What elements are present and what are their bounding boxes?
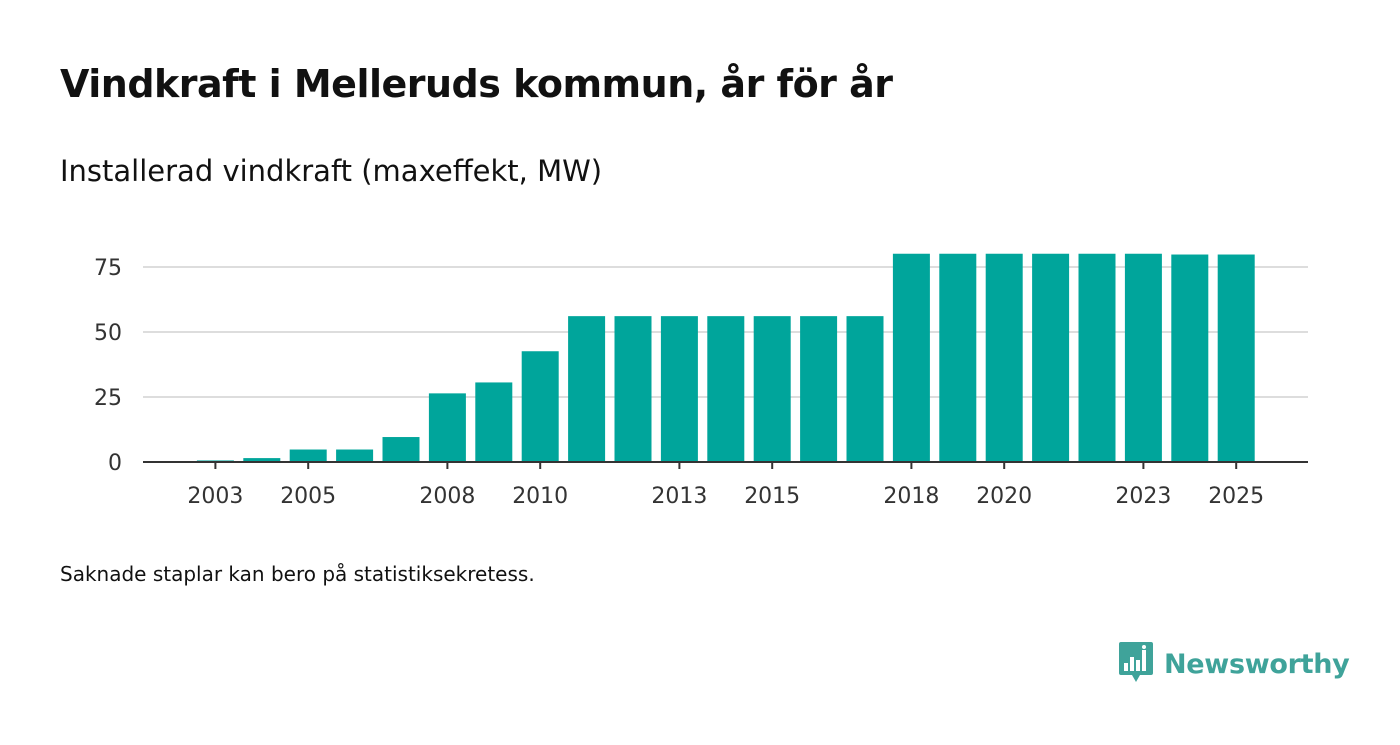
bar-2009[interactable]: [475, 382, 513, 462]
x-tick-label: 2020: [976, 484, 1032, 509]
x-tick-label: 2010: [512, 484, 568, 509]
y-tick-label: 0: [108, 451, 122, 476]
bar-2007[interactable]: [382, 437, 420, 462]
footnote: Saknade staplar kan bero på statistiksek…: [60, 562, 535, 586]
bar-2012[interactable]: [614, 316, 652, 462]
x-tick-label: 2023: [1115, 484, 1171, 509]
bar-2018[interactable]: [892, 253, 930, 462]
brand-logo[interactable]: Newsworthy: [1118, 640, 1350, 688]
x-tick-label: 2013: [651, 484, 707, 509]
bar-2004[interactable]: [243, 458, 281, 462]
bar-2020[interactable]: [985, 253, 1023, 462]
bar-2006[interactable]: [336, 449, 374, 462]
x-tick-label: 2018: [883, 484, 939, 509]
x-axis: 2003 2005 2008 2010 2013 2015 2018 2020 2023 2025: [143, 461, 1308, 509]
y-axis-ticks: 0 25 50 75: [94, 256, 122, 476]
x-tick-label: 2003: [187, 484, 243, 509]
bar-chart-speech-bubble-icon: [1118, 640, 1154, 688]
x-tick-label: 2025: [1208, 484, 1264, 509]
x-tick-label: 2005: [280, 484, 336, 509]
bar-chart: 0 25 50 75 2003 2005 2008 2010 2013 2015 2018 2020…: [94, 253, 1308, 509]
y-tick-label: 75: [94, 256, 122, 281]
chart-title: Vindkraft i Melleruds kommun, år för år: [60, 62, 893, 106]
bar-2015[interactable]: [753, 316, 791, 462]
bar-2005[interactable]: [289, 449, 327, 462]
bar-2025[interactable]: [1217, 254, 1255, 462]
bar-2010[interactable]: [521, 351, 559, 462]
bar-2024[interactable]: [1171, 254, 1209, 462]
bar-2019[interactable]: [939, 253, 977, 462]
bar-2023[interactable]: [1124, 253, 1162, 462]
bar-2016[interactable]: [800, 316, 838, 462]
bar-2021[interactable]: [1032, 253, 1070, 462]
brand-name: Newsworthy: [1164, 648, 1350, 680]
x-tick-label: 2015: [744, 484, 800, 509]
y-tick-label: 50: [94, 321, 122, 346]
bar-2014[interactable]: [707, 316, 745, 462]
bar-2011[interactable]: [568, 316, 606, 462]
chart-subtitle: Installerad vindkraft (maxeffekt, MW): [60, 154, 603, 188]
bar-2022[interactable]: [1078, 253, 1116, 462]
bar-2017[interactable]: [846, 316, 884, 462]
bars: [196, 253, 1255, 462]
x-tick-label: 2008: [419, 484, 475, 509]
bar-2008[interactable]: [428, 393, 466, 462]
y-tick-label: 25: [94, 386, 122, 411]
bar-2013[interactable]: [660, 316, 698, 462]
